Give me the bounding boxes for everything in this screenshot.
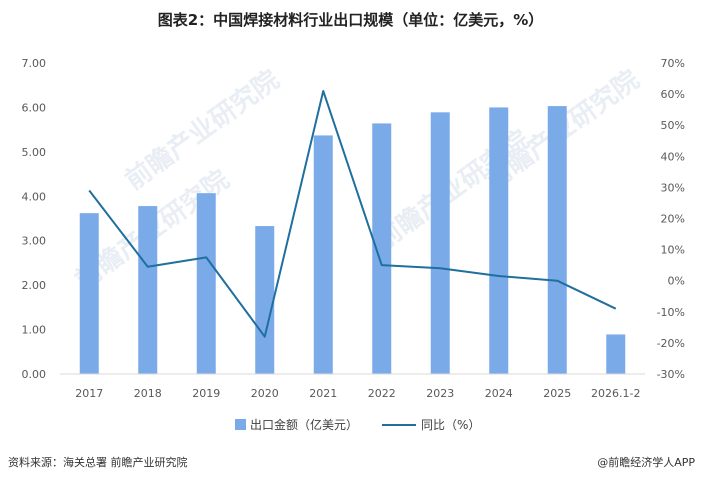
brand-text: @前瞻经济学人APP: [597, 456, 695, 469]
bar: [430, 112, 450, 375]
left-tick-label: 7.00: [22, 57, 47, 70]
legend-line-label: 同比（%）: [421, 418, 480, 432]
x-tick-label: 2026.1-2: [591, 387, 640, 400]
line-series: [88, 89, 617, 338]
chart-title: 图表2：中国焊接材料行业出口规模（单位：亿美元，%）: [157, 11, 544, 29]
x-tick-label: 2025: [543, 387, 571, 400]
x-axis-ticks: 2017 2018 2019 2020 2021 2022 2023 2024 2025 2026…: [75, 387, 640, 400]
right-tick-label: 20%: [661, 213, 685, 226]
bar: [313, 135, 333, 374]
left-tick-label: 2.00: [22, 279, 47, 292]
right-tick-label: 10%: [661, 244, 685, 257]
bar: [372, 123, 392, 375]
left-axis-ticks: 0.00 1.00 2.00 3.00 4.00 5.00 6.00 7.00: [22, 57, 47, 381]
left-tick-label: 4.00: [22, 190, 47, 203]
right-tick-label: 50%: [661, 119, 685, 132]
x-tick-label: 2019: [192, 387, 220, 400]
bar: [79, 213, 99, 374]
x-tick-label: 2021: [309, 387, 337, 400]
left-tick-label: 0.00: [22, 368, 47, 381]
source-text: 资料来源：海关总署 前瞻产业研究院: [8, 456, 188, 469]
bar: [547, 106, 567, 375]
bar: [606, 334, 626, 374]
right-tick-label: 70%: [661, 57, 685, 70]
left-tick-label: 1.00: [22, 324, 47, 337]
x-tick-label: 2018: [134, 387, 162, 400]
right-tick-label: 0%: [668, 275, 685, 288]
bar: [255, 226, 275, 374]
right-tick-label: -30%: [657, 368, 685, 381]
right-tick-label: 60%: [661, 88, 685, 101]
left-tick-label: 3.00: [22, 235, 47, 248]
right-tick-label: 30%: [661, 181, 685, 194]
x-tick-label: 2023: [426, 387, 454, 400]
x-tick-label: 2024: [485, 387, 513, 400]
legend: 出口金额（亿美元） 同比（%）: [235, 417, 480, 432]
right-tick-label: -10%: [657, 306, 685, 319]
bar: [138, 206, 158, 374]
series-line: [88, 89, 617, 338]
right-tick-label: -20%: [657, 337, 685, 350]
legend-bar-swatch: [235, 419, 246, 430]
bar: [489, 107, 509, 374]
x-tick-label: 2022: [368, 387, 396, 400]
x-tick-label: 2017: [75, 387, 103, 400]
legend-bar-label: 出口金额（亿美元）: [250, 417, 358, 432]
left-tick-label: 6.00: [22, 101, 47, 114]
right-axis-ticks: -30% -20% -10% 0% 10% 20% 30% 40% 50% 60% 70%: [657, 57, 685, 381]
right-tick-label: 40%: [661, 150, 685, 163]
x-tick-label: 2020: [251, 387, 279, 400]
bar: [196, 193, 216, 374]
bar-series: [79, 106, 626, 375]
left-tick-label: 5.00: [22, 146, 47, 159]
